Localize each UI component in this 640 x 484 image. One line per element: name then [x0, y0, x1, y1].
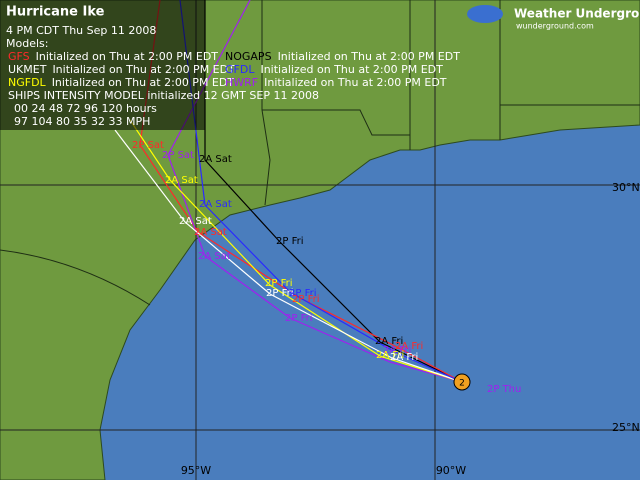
- track-label: 2A Sat: [199, 154, 232, 165]
- model-init: Initialized on Thu at 2:00 PM EDT: [52, 76, 235, 89]
- track-label: 2P Thu: [487, 384, 521, 395]
- track-label: 2P Fri: [285, 313, 313, 324]
- track-label: 2A Sat: [194, 227, 227, 238]
- ships-speeds: 97 104 80 35 32 33 MPH: [14, 115, 150, 128]
- borders: [0, 0, 640, 306]
- model-init: Initialized on Thu at 2:00 PM EDT: [264, 76, 447, 89]
- storm-icon: [453, 373, 471, 391]
- grid-label: 95°W: [181, 464, 211, 477]
- track-label: 2P Fri: [265, 278, 293, 289]
- storm-category: 2: [459, 379, 465, 389]
- track-label: 2A Fri: [383, 345, 411, 356]
- track-label: 2A Fri: [376, 350, 404, 361]
- track-label: 2P Fri: [266, 288, 294, 299]
- track-label: 2A Sat: [199, 199, 232, 210]
- model-name: NGFDL: [8, 76, 47, 89]
- ships-hours: 00 24 48 72 96 120 hours: [14, 102, 157, 115]
- track-label: 2A Fri: [390, 352, 418, 363]
- track-label: 2A Fri: [395, 341, 423, 352]
- track-label: 2A Fri: [375, 336, 403, 347]
- model-init: Initialized on Thu at 2:00 PM EDT: [36, 50, 219, 63]
- track-label: 2A Sat: [165, 175, 198, 186]
- model-name: GFDL: [225, 63, 255, 76]
- model-init: Initialized on Thu at 2:00 PM EDT: [52, 63, 235, 76]
- track-label: 2P Fri: [289, 288, 317, 299]
- model-name: NOGAPS: [225, 50, 272, 63]
- model-name: GFS: [8, 50, 30, 63]
- logo-site: wunderground.com: [516, 22, 594, 31]
- track-label: 2P Fri: [292, 294, 320, 305]
- grid-label: 30°N: [612, 181, 640, 194]
- title: Hurricane Ike: [6, 5, 105, 20]
- timestamp: 4 PM CDT Thu Sep 11 2008: [6, 24, 156, 37]
- model-name: UKMET: [8, 63, 47, 76]
- track-label: 2A Sat: [198, 251, 231, 262]
- grid-label: 25°N: [612, 421, 640, 434]
- track-label: 2A Sat: [179, 216, 212, 227]
- models-label: Models:: [6, 37, 48, 50]
- logo: Weather Underground: [514, 7, 640, 21]
- grid-label: 90°W: [436, 464, 466, 477]
- model-list: GFS Initialized on Thu at 2:00 PM EDT NOGA…: [8, 50, 460, 89]
- model-init: Initialized on Thu at 2:00 PM EDT: [260, 63, 443, 76]
- track-label: 2P Sat: [162, 150, 194, 161]
- track-label: 2P Fri: [276, 236, 304, 247]
- legend-box: [0, 0, 205, 130]
- model-init: Initialized on Thu at 2:00 PM EDT: [278, 50, 461, 63]
- logo-icon: [467, 5, 503, 23]
- ships-title: SHIPS INTENSITY MODEL initialized 12 GMT…: [8, 89, 319, 102]
- model-name: HWRF: [225, 76, 258, 89]
- track-label: 2P Sat: [132, 140, 164, 151]
